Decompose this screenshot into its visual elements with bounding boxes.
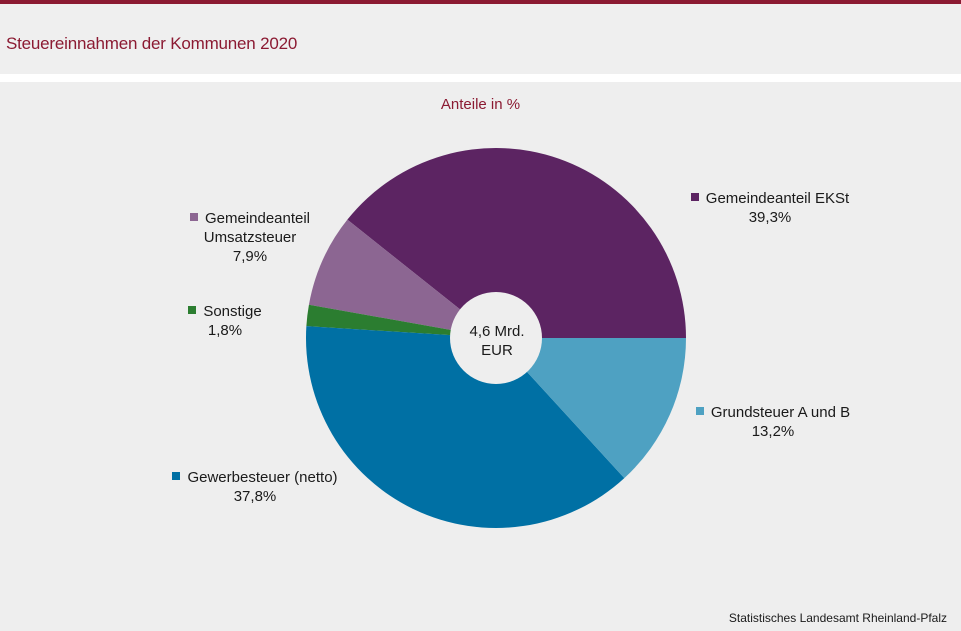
legend-swatch <box>695 407 704 415</box>
pie-center-hole <box>450 292 542 384</box>
pie-slice-gemeindeanteil-umsatzsteuer <box>308 219 496 338</box>
legend-swatch <box>172 472 181 480</box>
source-note: Statistisches Landesamt Rheinland-Pfalz <box>728 611 947 625</box>
pie-slice-gemeindeanteil-ekst <box>347 148 686 338</box>
label-gewerbesteuer: Gewerbesteuer (netto) 37,8% <box>145 468 365 506</box>
legend-swatch <box>188 306 197 314</box>
label-value: 39,3% <box>748 209 792 226</box>
legend-swatch <box>189 213 198 221</box>
label-name: Sonstige <box>203 303 262 320</box>
center-label-line-2: EUR <box>481 342 513 359</box>
pie-slice-grundsteuer-a-und-b <box>496 338 686 479</box>
label-value: 1,8% <box>207 322 243 339</box>
page-title: Steuereinnahmen der Kommunen 2020 <box>6 34 298 53</box>
header-bar: Steuereinnahmen der Kommunen 2020 <box>0 4 961 74</box>
label-name: Gewerbesteuer (netto) <box>187 469 338 486</box>
pie-slice-sonstige <box>306 304 496 338</box>
label-gemeindeanteil-ekst: Gemeindeanteil EKSt 39,3% <box>660 189 880 227</box>
pie-center-label: 4,6 Mrd. EUR <box>447 322 547 360</box>
top-accent-rule <box>0 0 961 4</box>
chart-subtitle: Anteile in % <box>440 96 521 113</box>
pie-slice-gewerbesteuer-netto <box>305 326 625 529</box>
legend-swatch <box>690 193 699 201</box>
label-name-line-2: Umsatzsteuer <box>203 229 297 246</box>
label-gemeindeanteil-ust: Gemeindeanteil Umsatzsteuer 7,9% <box>160 209 340 266</box>
header-divider <box>0 74 961 82</box>
center-label-line-1: 4,6 Mrd. <box>469 323 525 340</box>
label-grundsteuer: Grundsteuer A und B 13,2% <box>678 403 868 441</box>
label-name: Gemeindeanteil <box>204 210 311 227</box>
label-sonstige: Sonstige 1,8% <box>165 302 285 340</box>
label-name: Grundsteuer A und B <box>710 404 851 421</box>
label-name: Gemeindeanteil EKSt <box>705 190 850 207</box>
label-value: 7,9% <box>232 248 268 265</box>
label-value: 13,2% <box>751 423 795 440</box>
label-value: 37,8% <box>233 488 277 505</box>
